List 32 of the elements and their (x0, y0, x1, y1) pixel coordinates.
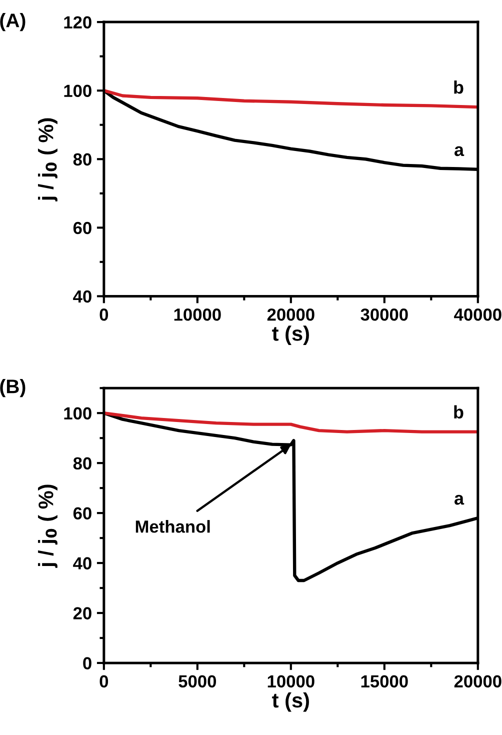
series-label: a (454, 146, 464, 156)
series-label: b (454, 405, 464, 419)
y-tick-label: 100 (64, 84, 92, 98)
x-axis-title: t (s) (272, 692, 309, 712)
x-tick-label: 20000 (267, 308, 314, 321)
chart-title: (B) (0, 379, 26, 398)
x-tick-label: 0 (100, 675, 108, 688)
x-tick-label: 10000 (174, 308, 221, 321)
y-axis-title: j / j$_{0}$ ( %) (38, 484, 58, 568)
x-tick-label: 30000 (360, 308, 408, 321)
x-tick-label: 20000 (454, 675, 502, 688)
y-tick-label: 0 (83, 657, 92, 670)
y-tick-label: 100 (64, 407, 92, 420)
chart-title: (A) (0, 12, 26, 32)
x-tick-label: 10000 (268, 675, 314, 688)
y-tick-label: 60 (73, 507, 92, 520)
y-axis-title: j / j$_{0}$ ( %) (38, 118, 58, 202)
y-tick-label: 80 (73, 153, 92, 166)
y-tick-label: 20 (73, 607, 92, 620)
y-tick-label: 80 (73, 457, 92, 470)
series-label: a (454, 494, 464, 505)
annotation: Methanol (136, 520, 210, 533)
y-tick-label: 40 (73, 557, 92, 570)
y-tick-label: 60 (73, 222, 92, 234)
y-tick-label: 120 (64, 16, 92, 29)
series-label: b (454, 80, 464, 94)
y-tick-label: 40 (73, 290, 92, 303)
x-tick-label: 0 (100, 308, 108, 321)
x-tick-label: 40000 (454, 308, 502, 321)
x-axis-title: t (s) (272, 326, 309, 346)
x-tick-label: 15000 (361, 675, 408, 688)
x-tick-label: 5000 (178, 675, 216, 688)
